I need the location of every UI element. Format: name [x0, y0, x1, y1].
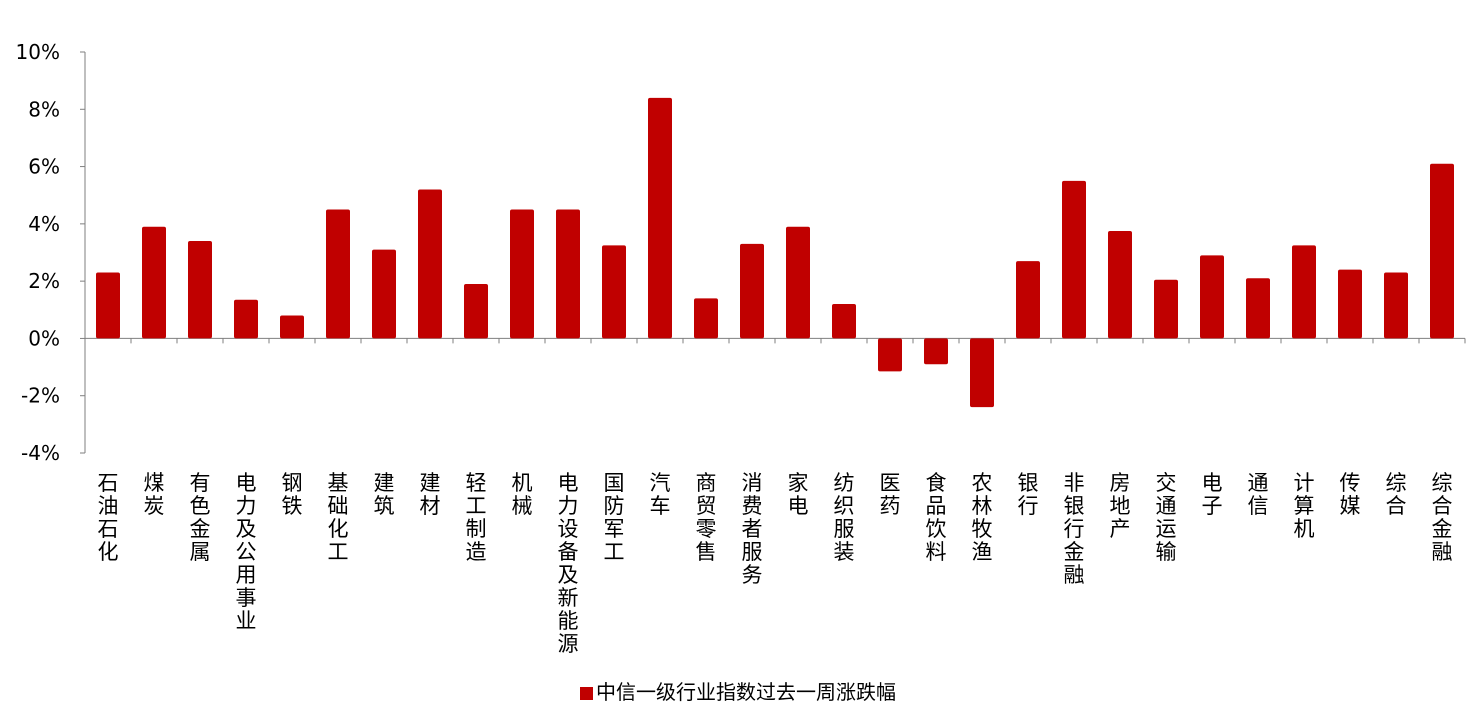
x-tick-label: 机械 [512, 471, 533, 518]
bar [1292, 245, 1316, 339]
bar [188, 241, 212, 339]
x-tick-label: 建材 [420, 471, 441, 518]
x-tick-label: 房地产 [1110, 471, 1131, 541]
x-tick-label: 家电 [788, 471, 809, 518]
x-tick-label: 纺织服装 [834, 471, 855, 564]
bar [602, 245, 626, 339]
bar [510, 209, 534, 339]
bar [464, 284, 488, 339]
bar [1384, 272, 1408, 339]
x-tick-label: 电力设备及新能源 [558, 471, 579, 656]
x-tick-label: 商贸零售 [696, 471, 717, 564]
bar [1108, 231, 1132, 339]
bar [740, 243, 764, 339]
y-tick-label: 2% [28, 269, 60, 293]
x-tick-label: 轻工制造 [466, 471, 487, 564]
bar [280, 315, 304, 339]
x-tick-label: 消费者服务 [742, 471, 763, 587]
x-tick-label: 国防军工 [604, 471, 625, 564]
x-tick-label: 电力及公用事业 [236, 471, 257, 633]
bar [1016, 261, 1040, 339]
x-tick-label: 有色金属 [190, 471, 211, 564]
x-tick-label: 银行 [1018, 471, 1039, 518]
x-tick-label: 农林牧渔 [972, 471, 993, 564]
y-tick-label: 8% [28, 97, 60, 121]
bar [878, 338, 902, 372]
bar [1338, 269, 1362, 339]
x-tick-label: 交通运输 [1156, 471, 1177, 564]
bar [786, 226, 810, 339]
bar [142, 226, 166, 339]
x-tick-label: 通信 [1248, 471, 1269, 518]
x-tick-label: 医药 [880, 471, 901, 518]
legend: 中信一级行业指数过去一周涨跌幅 [0, 676, 1476, 705]
legend-label: 中信一级行业指数过去一周涨跌幅 [596, 680, 896, 704]
bar [924, 338, 948, 365]
x-tick-label: 钢铁 [282, 471, 303, 518]
bar [418, 189, 442, 339]
x-tick-label: 综合 [1386, 471, 1407, 518]
x-tick-label: 建筑 [374, 471, 395, 518]
y-tick-label: -2% [21, 384, 60, 408]
bar [648, 97, 672, 339]
bar [326, 209, 350, 339]
axes: -4% -2% 0% 2% 4% 6% 8% 10% [16, 40, 1466, 465]
x-tick-label: 传媒 [1340, 471, 1361, 518]
bar [832, 304, 856, 339]
bar [372, 249, 396, 339]
x-tick-label: 计算机 [1294, 471, 1315, 541]
bar [1246, 278, 1270, 339]
bar [234, 299, 258, 339]
x-tick-label: 非银行金融 [1064, 471, 1085, 587]
y-tick-label: 6% [28, 155, 60, 179]
bar [96, 272, 120, 339]
x-tick-label: 电子 [1202, 471, 1223, 518]
x-tick-label: 基础化工 [328, 471, 349, 564]
bar [970, 338, 994, 408]
y-tick-label: -4% [21, 441, 60, 465]
x-tick-label: 汽车 [650, 471, 671, 518]
bar [556, 209, 580, 339]
y-tick-label: 10% [16, 40, 60, 64]
bar [1062, 180, 1086, 339]
bar [1430, 163, 1454, 339]
y-tick-label: 0% [28, 326, 60, 350]
bar [1154, 279, 1178, 339]
bars [96, 97, 1454, 408]
x-tick-label: 石油石化 [98, 471, 119, 564]
x-tick-label: 食品饮料 [926, 471, 947, 564]
bar [1200, 255, 1224, 339]
legend-swatch [580, 687, 593, 700]
x-tick-label: 煤炭 [144, 471, 165, 518]
y-tick-label: 4% [28, 212, 60, 236]
bar [694, 298, 718, 339]
x-tick-label: 综合金融 [1432, 471, 1453, 564]
